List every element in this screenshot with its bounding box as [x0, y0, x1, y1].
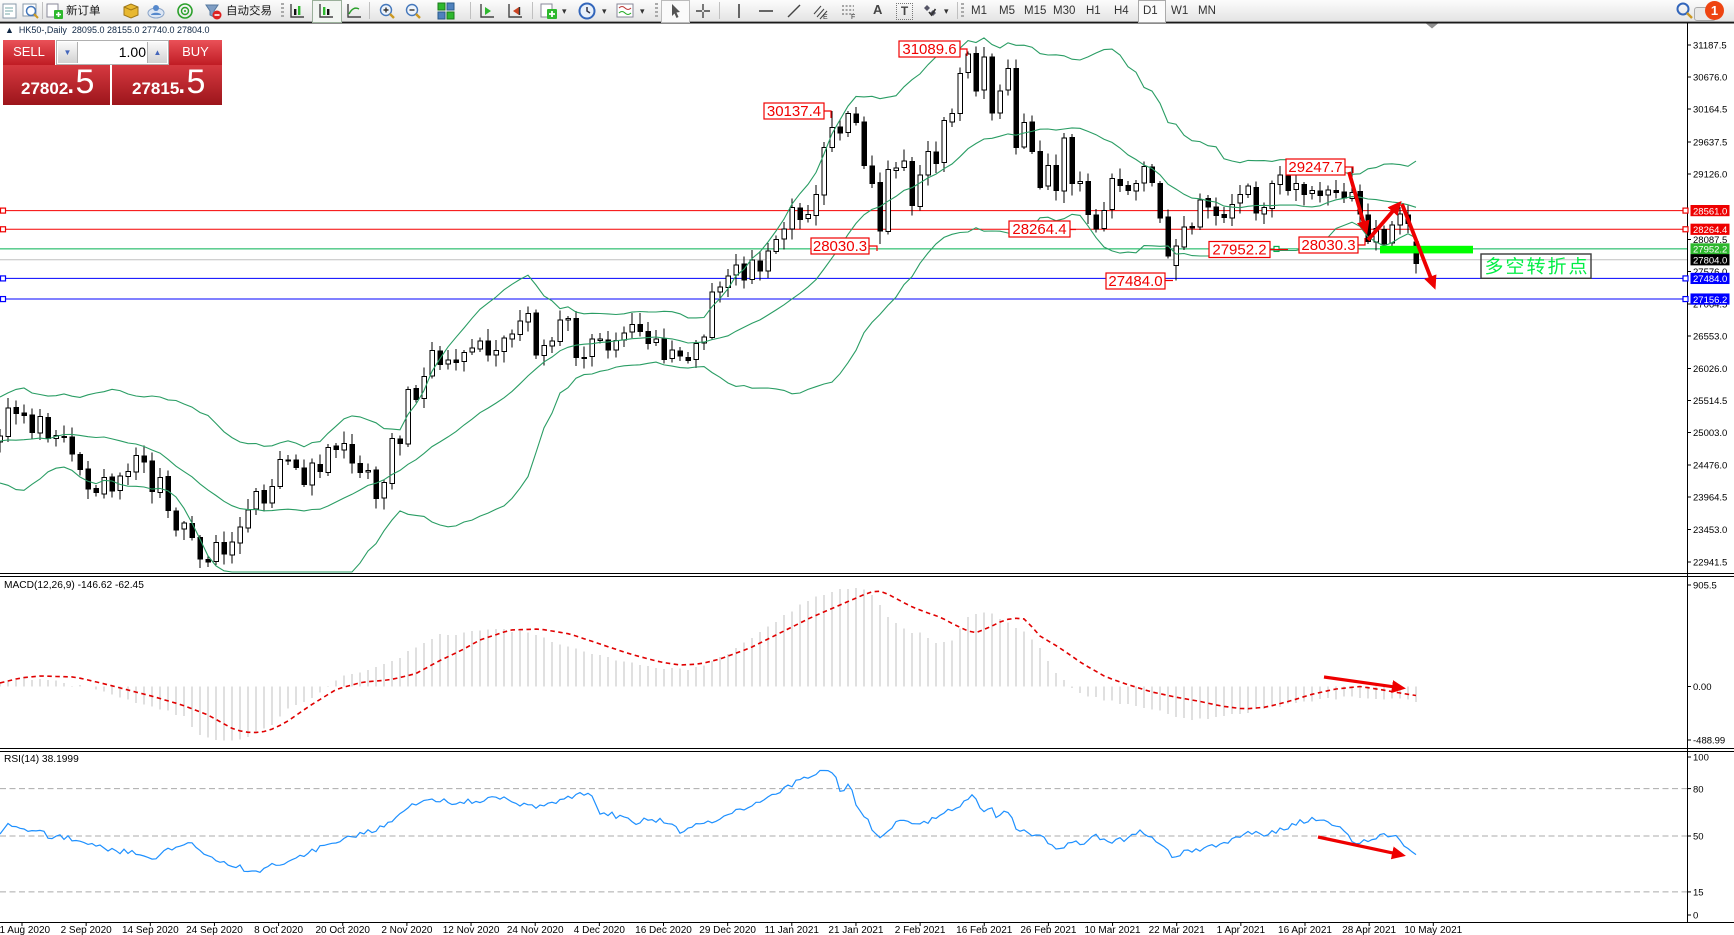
svg-text:27484.0: 27484.0 — [1108, 273, 1162, 290]
svg-text:MACD(12,26,9) -146.62 -62.45: MACD(12,26,9) -146.62 -62.45 — [4, 580, 144, 591]
svg-text:1 Apr 2021: 1 Apr 2021 — [1217, 925, 1266, 935]
svg-text:26 Feb 2021: 26 Feb 2021 — [1020, 925, 1077, 935]
svg-text:15: 15 — [1693, 888, 1704, 899]
svg-text:26553.0: 26553.0 — [1693, 332, 1727, 343]
svg-text:25003.0: 25003.0 — [1693, 428, 1727, 439]
svg-text:F: F — [851, 14, 855, 20]
svg-text:11 Jan 2021: 11 Jan 2021 — [765, 925, 820, 935]
svg-text:905.5: 905.5 — [1693, 581, 1717, 592]
svg-text:29 Dec 2020: 29 Dec 2020 — [699, 925, 756, 935]
svg-text:27576.0: 27576.0 — [1693, 267, 1727, 278]
svg-text:24 Nov 2020: 24 Nov 2020 — [507, 925, 564, 935]
svg-text:28030.3: 28030.3 — [813, 238, 867, 255]
svg-text:23964.5: 23964.5 — [1693, 493, 1727, 504]
svg-text:23453.0: 23453.0 — [1693, 525, 1727, 536]
svg-text:14 Sep 2020: 14 Sep 2020 — [122, 925, 179, 935]
svg-text:28264.4: 28264.4 — [1693, 225, 1727, 236]
svg-text:29126.0: 29126.0 — [1693, 170, 1727, 181]
svg-text:22 Mar 2021: 22 Mar 2021 — [1149, 925, 1206, 935]
svg-text:29247.7: 29247.7 — [1288, 159, 1342, 176]
svg-text:28087.5: 28087.5 — [1693, 235, 1727, 246]
svg-text:30676.0: 30676.0 — [1693, 73, 1727, 84]
svg-text:2 Nov 2020: 2 Nov 2020 — [381, 925, 433, 935]
svg-text:0.00: 0.00 — [1693, 682, 1712, 693]
svg-text:12 Nov 2020: 12 Nov 2020 — [443, 925, 500, 935]
svg-text:10 May 2021: 10 May 2021 — [1404, 925, 1462, 935]
svg-text:27952.2: 27952.2 — [1212, 241, 1266, 258]
svg-text:27064.5: 27064.5 — [1693, 300, 1727, 311]
svg-text:16 Feb 2021: 16 Feb 2021 — [956, 925, 1013, 935]
svg-text:20 Oct 2020: 20 Oct 2020 — [316, 925, 371, 935]
svg-text:E: E — [823, 14, 828, 20]
svg-text:50: 50 — [1693, 832, 1704, 843]
svg-text:25514.5: 25514.5 — [1693, 396, 1727, 407]
svg-text:22941.5: 22941.5 — [1693, 558, 1727, 569]
svg-text:29637.5: 29637.5 — [1693, 138, 1727, 149]
svg-text:28264.4: 28264.4 — [1012, 221, 1066, 238]
svg-text:4 Dec 2020: 4 Dec 2020 — [574, 925, 626, 935]
svg-text:RSI(14) 38.1999: RSI(14) 38.1999 — [4, 754, 79, 765]
svg-text:27952.2: 27952.2 — [1693, 245, 1727, 256]
svg-text:26026.0: 26026.0 — [1693, 364, 1727, 375]
svg-text:21 Jan 2021: 21 Jan 2021 — [828, 925, 883, 935]
svg-text:30164.5: 30164.5 — [1693, 105, 1727, 116]
svg-text:16 Dec 2020: 16 Dec 2020 — [635, 925, 692, 935]
svg-text:100: 100 — [1693, 753, 1709, 764]
svg-text:2 Sep 2020: 2 Sep 2020 — [61, 925, 113, 935]
svg-text:27484.0: 27484.0 — [1693, 274, 1727, 285]
svg-text:28561.0: 28561.0 — [1693, 206, 1727, 217]
svg-text:2 Feb 2021: 2 Feb 2021 — [895, 925, 946, 935]
svg-text:27156.2: 27156.2 — [1693, 295, 1727, 306]
svg-text:28 Apr 2021: 28 Apr 2021 — [1342, 925, 1396, 935]
svg-text:24476.0: 24476.0 — [1693, 461, 1727, 472]
svg-text:80: 80 — [1693, 784, 1704, 795]
svg-text:28030.3: 28030.3 — [1301, 237, 1355, 254]
svg-text:27804.0: 27804.0 — [1693, 256, 1727, 267]
svg-text:31089.6: 31089.6 — [902, 41, 956, 58]
svg-text:8 Oct 2020: 8 Oct 2020 — [254, 925, 303, 935]
svg-text:31187.5: 31187.5 — [1693, 41, 1727, 52]
svg-text:21 Aug 2020: 21 Aug 2020 — [0, 925, 51, 935]
svg-text:0: 0 — [1693, 911, 1698, 922]
svg-text:10 Mar 2021: 10 Mar 2021 — [1084, 925, 1141, 935]
svg-text:-488.99: -488.99 — [1693, 736, 1725, 747]
svg-text:16 Apr 2021: 16 Apr 2021 — [1278, 925, 1332, 935]
svg-text:24 Sep 2020: 24 Sep 2020 — [186, 925, 243, 935]
svg-text:30137.4: 30137.4 — [767, 103, 821, 120]
